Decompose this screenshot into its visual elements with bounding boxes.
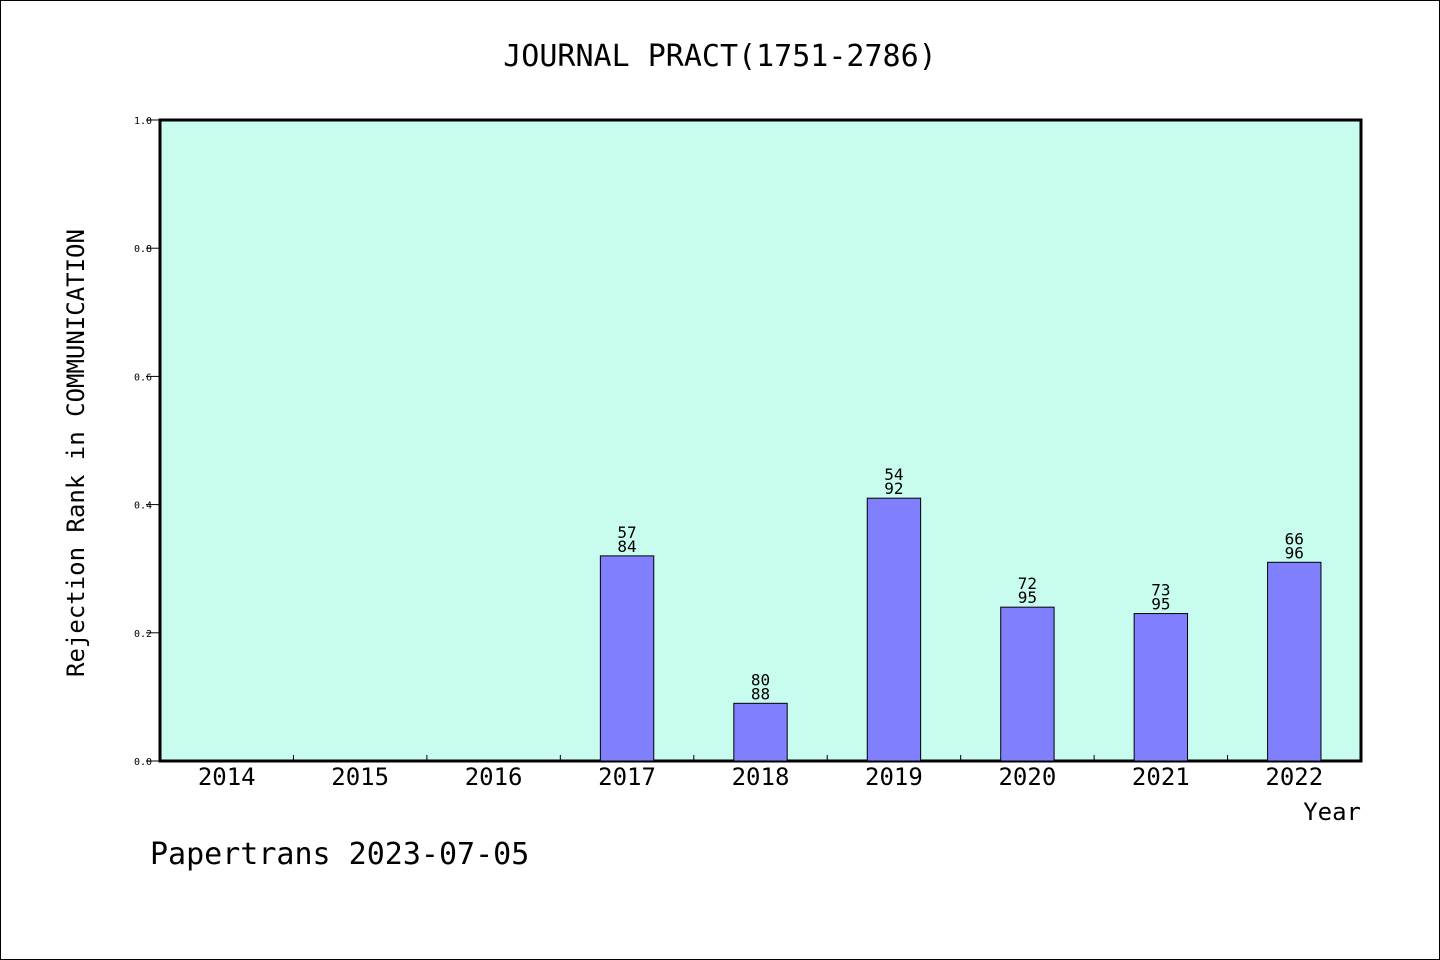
- bar-data-label: 92: [884, 479, 903, 498]
- y-tick-label: 1.0: [134, 116, 152, 127]
- x-axis: 2014 2015 2016 2017 2018 2019 2020 2021 2022: [198, 755, 1323, 791]
- x-tick-label: 2020: [998, 763, 1056, 791]
- bar-data-label: 88: [751, 684, 770, 703]
- bar-data-label: 84: [617, 537, 636, 556]
- bar-data-label: 72: [1018, 574, 1037, 593]
- x-tick-label: 2016: [465, 763, 523, 791]
- bar-data-label: 95: [1018, 588, 1037, 607]
- y-axis-label: Rejection Rank in COMMUNICATION: [62, 229, 90, 677]
- bar-data-label: 54: [884, 465, 903, 484]
- bar: [733, 702, 788, 762]
- bar: [866, 497, 922, 762]
- bar-data-label: 95: [1151, 595, 1170, 614]
- footer-text: Papertrans 2023-07-05: [150, 837, 529, 872]
- y-axis: 0.0 0.2 0.4 0.6 0.8 1.0: [134, 116, 160, 768]
- bar-data-label: 73: [1151, 581, 1170, 600]
- bar-data-label: 96: [1285, 543, 1304, 562]
- y-tick-label: 0.8: [134, 244, 152, 255]
- x-tick-label: 2017: [598, 763, 656, 791]
- x-axis-label: Year: [1303, 798, 1361, 826]
- bar: [1267, 561, 1322, 762]
- y-tick-label: 0.6: [134, 372, 152, 383]
- x-tick-label: 2019: [865, 763, 923, 791]
- bar-series: [599, 497, 1322, 762]
- x-tick-label: 2022: [1265, 763, 1323, 791]
- bar: [1000, 606, 1055, 762]
- x-tick-label: 2014: [198, 763, 256, 791]
- x-tick-label: 2015: [331, 763, 389, 791]
- y-tick-label: 0.4: [134, 501, 152, 512]
- y-tick-label: 0.0: [134, 757, 152, 768]
- x-tick-label: 2021: [1132, 763, 1190, 791]
- chart-title: JOURNAL PRACT(1751-2786): [503, 39, 936, 74]
- bar: [1133, 613, 1189, 762]
- bar-data-label: 57: [617, 523, 636, 542]
- x-tick-label: 2018: [732, 763, 790, 791]
- bar-data-label: 66: [1285, 529, 1304, 548]
- bar-data-label: 80: [751, 670, 770, 689]
- bar: [599, 555, 655, 762]
- y-tick-label: 0.2: [134, 629, 152, 640]
